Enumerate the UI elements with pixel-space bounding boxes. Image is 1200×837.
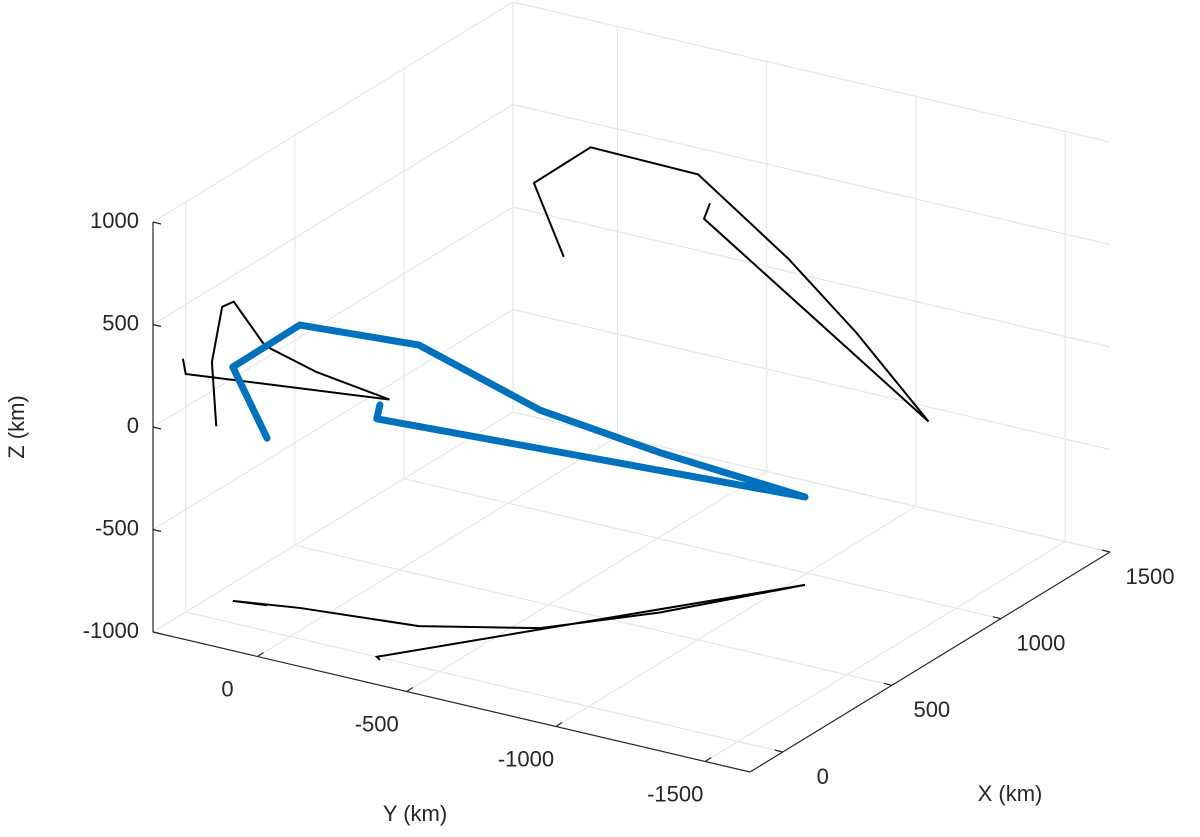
grid-line	[512, 103, 1111, 246]
tick-mark	[774, 749, 783, 753]
z-axis-label: Z (km)	[4, 395, 29, 459]
x-tick-label: 500	[913, 697, 950, 722]
grid-line	[512, 206, 1111, 348]
z-tick-label: -1000	[83, 618, 139, 643]
grid-line	[152, 103, 514, 326]
x-axis-label: X (km)	[978, 781, 1043, 806]
tick-mark	[883, 682, 892, 686]
grid-line	[512, 1, 1111, 143]
y-tick-label: -500	[355, 711, 399, 736]
z-tick-label: 1000	[90, 208, 139, 233]
tick-mark	[704, 757, 712, 762]
tick-mark	[992, 616, 1002, 620]
y-tick-label: -1500	[647, 781, 703, 806]
grid-line	[185, 611, 783, 753]
x-tick-label: 1000	[1016, 630, 1065, 655]
floor-projection	[232, 583, 806, 661]
tick-mark	[406, 687, 414, 692]
tick-mark	[152, 631, 162, 635]
grid-line	[257, 435, 618, 658]
tick-mark	[152, 426, 162, 430]
grid-line	[152, 308, 514, 531]
y-tick-label: -1000	[498, 746, 554, 771]
back-wall-projection	[181, 300, 390, 427]
x-axis	[749, 551, 1111, 773]
grid-line	[403, 478, 1002, 620]
x-tick-label: 1500	[1126, 564, 1175, 589]
y-axis-label: Y (km)	[383, 801, 447, 826]
grid-line	[555, 505, 917, 728]
x-tick-label: 0	[817, 764, 829, 789]
tick-mark	[152, 221, 162, 225]
grid-line	[152, 206, 514, 428]
z-tick-label: 500	[102, 310, 139, 335]
grid-line	[152, 411, 514, 633]
grid-line	[152, 1, 514, 223]
z-tick-label: -500	[95, 515, 139, 540]
y-axis	[152, 631, 751, 773]
grid-line	[406, 470, 768, 693]
tick-mark	[257, 652, 264, 657]
grid-line	[512, 308, 1111, 451]
grid-line	[294, 544, 892, 686]
side-wall-projection	[532, 146, 930, 423]
z-tick-label: 0	[127, 413, 139, 438]
tick-mark	[555, 722, 563, 727]
tick-mark	[152, 323, 162, 328]
trajectory	[229, 321, 809, 501]
grid-line	[704, 540, 1066, 763]
tick-mark	[152, 528, 162, 533]
y-tick-label: 0	[221, 676, 233, 701]
tick-mark	[1101, 549, 1111, 553]
